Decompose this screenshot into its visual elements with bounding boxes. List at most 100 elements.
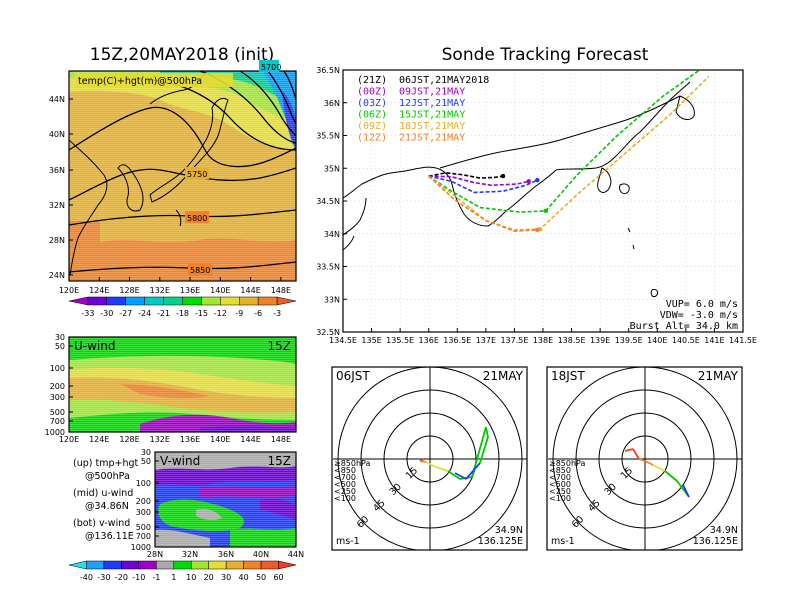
hodograph-trace: [419, 460, 427, 463]
pressure-legend: ≥850hPa: [549, 459, 586, 468]
pressure-legend: <500: [549, 480, 571, 489]
v-wind-lat-ticks: 28N 32N 36N 40N 44N: [147, 550, 304, 559]
colorbar-label: -15: [195, 309, 208, 318]
hodograph-rings: [333, 367, 527, 550]
burst-point: [526, 179, 531, 184]
contour-label: 5850: [190, 266, 210, 275]
lat-tick-label: 36.5N: [316, 66, 340, 75]
pressure-legend: ≥850hPa: [334, 459, 371, 468]
lat-tick-label: 35.5N: [316, 132, 340, 141]
colorbar-swatch: [220, 296, 240, 306]
colorbar-label: -40: [80, 573, 93, 582]
level-label: 700: [50, 417, 65, 426]
legend-note-line1: (up) tmp+hgt: [73, 458, 139, 469]
colorbar-swatch: [103, 560, 122, 570]
lat-tick-label: 40N: [49, 130, 65, 139]
lon-tick-label: 136.5E: [443, 336, 471, 345]
pressure-legend: <500: [334, 480, 356, 489]
lon-tick-label: 141.5E: [729, 336, 757, 345]
legend-valid: 12JST,21MAY: [399, 98, 465, 109]
lat-tick-label: 36N: [218, 550, 234, 559]
lon-tick-label: 136E: [180, 435, 200, 444]
legend-valid: 06JST,21MAY2018: [399, 75, 489, 86]
u-wind-label: U-wind: [74, 339, 115, 353]
hodograph-trace: [479, 436, 489, 464]
hodograph-trace: [447, 470, 461, 480]
lon-tick-label: 120E: [59, 286, 79, 295]
colorbar-label: -30: [100, 309, 113, 318]
level-label: 200: [50, 382, 65, 391]
colorbar-swatch: [163, 296, 183, 306]
lat-tick-label: 32.5N: [316, 328, 340, 337]
v-wind-label: V-wind: [160, 454, 200, 468]
level-label: 200: [136, 497, 151, 506]
lat-tick-label: 40N: [253, 550, 269, 559]
pressure-legend: <250: [549, 487, 571, 496]
lat-tick-label: 36N: [49, 166, 65, 175]
temp-map: [69, 71, 296, 281]
legend-note-line1: (mid) u-wind: [73, 488, 133, 499]
colorbar-swatch: [278, 560, 297, 570]
burst-point: [535, 177, 540, 183]
location-lat: 34.9N: [495, 525, 523, 536]
lat-tick-label: 35N: [324, 164, 340, 173]
lon-tick-label: 139E: [590, 336, 610, 345]
vup-value: VUP= 6.0 m/s: [666, 299, 738, 310]
lon-tick-label: 140.5E: [672, 336, 700, 345]
colorbar-swatch: [208, 560, 227, 570]
colorbar-swatch: [225, 560, 244, 570]
burst-point: [500, 173, 506, 179]
lat-tick-label: 32N: [182, 550, 198, 559]
contour-label: 5800: [187, 214, 207, 223]
track-line: [428, 175, 538, 232]
pressure-legend: <700: [334, 473, 356, 482]
hodograph-trace: [682, 484, 690, 498]
colorbar-label: -30: [97, 573, 110, 582]
lon-tick-label: 120E: [59, 435, 79, 444]
hodograph-trace: [425, 461, 437, 468]
hodograph-trace: [632, 448, 640, 460]
level-label: 100: [136, 479, 151, 488]
level-label: 100: [50, 364, 65, 373]
hodograph-trace: [652, 464, 666, 472]
hodograph-trace: [664, 470, 678, 482]
colorbar-swatch: [144, 296, 164, 306]
colorbar-label: 10: [186, 573, 196, 582]
temp-colorbar: -33 -30 -27 -24 -21 -18 -15 -12 -9 -6 -3: [68, 296, 297, 318]
forecast-title: Sonde Tracking Forecast: [442, 45, 649, 65]
level-label: 30: [141, 448, 151, 457]
map-title: 15Z,20MAY2018 (init): [90, 45, 275, 65]
hodograph-trace: [454, 472, 467, 480]
legend-run: (12Z): [357, 133, 387, 144]
pressure-legend: <250: [334, 487, 356, 496]
lat-tick-label: 44N: [49, 95, 65, 104]
track-line: [428, 172, 504, 179]
level-label: 300: [136, 508, 151, 517]
legend-valid: 09JST,21MAY: [399, 87, 465, 98]
burst-point: [543, 208, 549, 214]
contour-label: 5700: [261, 63, 281, 72]
lon-tick-label: 135.5E: [386, 336, 414, 345]
colorbar-label: -10: [132, 573, 145, 582]
map-lat-ticks: 44N 40N 36N 32N 28N 24N: [49, 95, 73, 280]
location-lon: 136.125E: [478, 536, 523, 547]
lon-tick-label: 137E: [476, 336, 496, 345]
lat-tick-label: 36N: [324, 99, 340, 108]
hodograph-trace: [638, 458, 646, 462]
legend-run: (00Z): [357, 87, 387, 98]
hodograph-unit: ms-1: [336, 536, 360, 547]
colorbar-label: 60: [273, 573, 283, 582]
lat-tick-label: 34.5N: [316, 197, 340, 206]
level-label: 500: [50, 408, 65, 417]
colorbar-swatch: [239, 296, 259, 306]
forecast-map: [343, 70, 743, 332]
colorbar-swatch: [87, 296, 108, 306]
colorbar-swatch: [190, 560, 209, 570]
colorbar-label: -18: [176, 309, 189, 318]
wind-colorbar: -40 -30 -20 -10 -1 1 10 20 30 40 50 60: [68, 560, 297, 582]
lon-tick-label: 139.5E: [615, 336, 643, 345]
u-wind-time: 15Z: [268, 339, 292, 353]
